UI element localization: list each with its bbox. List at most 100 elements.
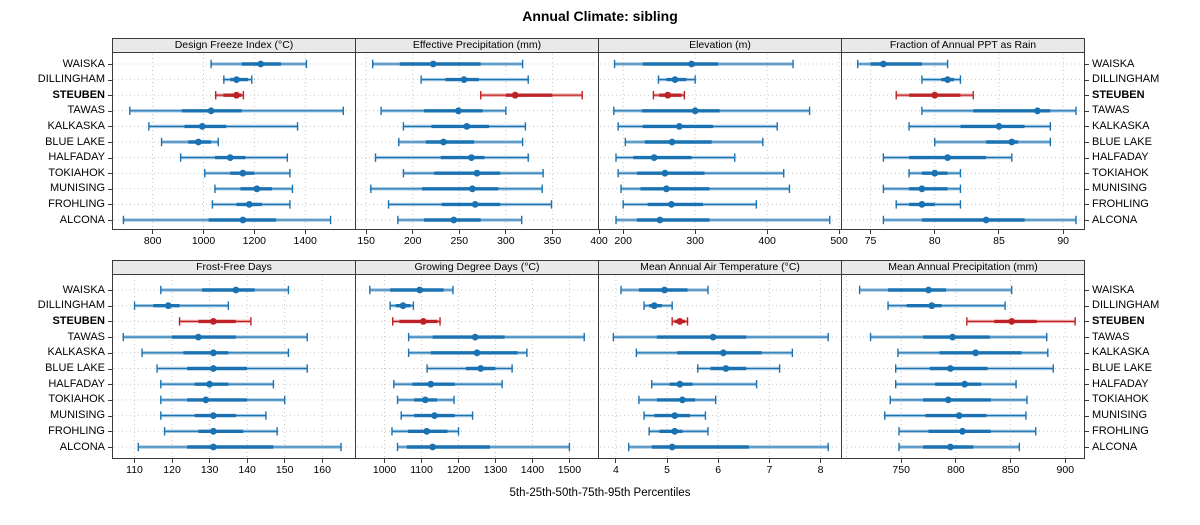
axis-tick-label: 300	[497, 235, 515, 247]
axis-tick-label: 1300	[483, 464, 508, 476]
panel-header: Fraction of Annual PPT as Rain	[841, 38, 1085, 52]
median-dot	[198, 123, 206, 130]
median-dot	[931, 169, 939, 177]
median-dot	[416, 286, 424, 294]
axis-tick	[1062, 230, 1064, 234]
row-label-munising: MUNISING	[50, 182, 105, 195]
series-tawas	[612, 332, 829, 342]
series-kalkaska	[897, 348, 1049, 357]
series-kalkaska	[908, 122, 1052, 131]
row-label-munising: MUNISING	[50, 409, 105, 422]
series-tokiahok	[402, 169, 544, 178]
row-labels-left: WAISKA DILLINGHAM STEUBEN TAWAS KALKASKA BLUE…	[0, 260, 112, 459]
series-munising	[884, 411, 1027, 420]
axis-tick	[900, 459, 902, 463]
axis-tick	[458, 459, 459, 463]
axis-tick	[505, 230, 507, 234]
axis-tick-label: 900	[1056, 464, 1075, 476]
row-label-alcona: ALCONA	[59, 440, 105, 453]
row-axis-tick	[1085, 64, 1089, 65]
series-steuben	[214, 91, 245, 100]
series-waiska	[856, 59, 949, 69]
x-axis-frost-free-days: 110 120 130 140 150 160	[112, 459, 356, 483]
axis-tick	[551, 230, 553, 234]
series-frohling	[622, 200, 758, 209]
axis-tick	[171, 459, 173, 463]
median-dot	[650, 154, 658, 161]
axis-tick-label: 1000	[191, 235, 216, 247]
median-dot	[450, 216, 458, 224]
series-alcona	[396, 442, 571, 452]
median-dot	[664, 91, 672, 99]
axis-tick-label: 4	[612, 464, 619, 476]
row-axis-tick	[1085, 368, 1089, 370]
row-axis-tick	[1085, 157, 1089, 159]
axis-tick	[568, 459, 570, 463]
axis-tick-label: 90	[1057, 235, 1069, 247]
median-dot	[463, 123, 471, 130]
row-label-waiska: WAISKA	[62, 283, 105, 296]
axis-tick	[152, 230, 154, 234]
row-label-munising: MUNISING	[1092, 182, 1147, 195]
median-dot	[511, 91, 519, 99]
median-dot	[206, 380, 213, 388]
series-halfaday	[179, 153, 289, 162]
row-axis-tick	[108, 447, 112, 448]
axis-tick	[246, 459, 248, 463]
panels-grid: WAISKA DILLINGHAM STEUBEN TAWAS KALKASKA BLUE…	[0, 38, 1200, 483]
axis-tick	[384, 459, 386, 463]
series-tokiahok	[638, 395, 717, 405]
median-dot	[671, 427, 679, 435]
series-steuben	[966, 317, 1076, 326]
axis-tick	[768, 459, 770, 463]
series-blue-lake	[426, 364, 513, 373]
median-dot	[232, 286, 240, 294]
row-axis-tick	[108, 204, 112, 206]
axis-tick-label: 1000	[372, 464, 397, 476]
x-axis-elevation-m: 200 300 400 500	[598, 230, 848, 254]
row-label-steuben: STEUBEN	[52, 88, 105, 101]
series-waiska	[620, 285, 709, 295]
median-dot	[925, 286, 932, 294]
row-axis-tick	[108, 321, 112, 323]
row-label-tokiahok: TOKIAHOK	[48, 166, 105, 179]
series-dillingham	[420, 75, 529, 84]
axis-tick-label: 1500	[557, 464, 582, 476]
axis-tick-label: 85	[993, 235, 1005, 247]
median-dot	[650, 302, 658, 310]
row-label-blue-lake: BLUE LAKE	[45, 362, 105, 374]
row-axis-tick	[108, 173, 112, 175]
axis-tick-label: 6	[715, 464, 722, 476]
median-dot	[195, 138, 202, 146]
row-axis-tick	[108, 188, 112, 190]
axis-tick-label: 1400	[520, 464, 545, 476]
row-axis-tick	[108, 290, 112, 291]
axis-tick-label: 400	[758, 235, 776, 247]
series-waiska	[210, 59, 308, 69]
panel-header: Effective Precipitation (mm)	[355, 38, 599, 52]
panel-mean-annual-precipitation-mm: Mean Annual Precipitation (mm)	[841, 260, 1085, 459]
row-axis-tick	[1085, 95, 1089, 97]
series-alcona	[898, 442, 1021, 452]
row-axis-tick	[1085, 173, 1089, 175]
series-blue-lake	[934, 137, 1052, 147]
series-blue-lake	[160, 137, 219, 147]
series-steuben	[480, 91, 583, 100]
row-axis-tick	[108, 157, 112, 159]
median-dot	[253, 185, 261, 193]
row-axis-tick	[1085, 110, 1089, 112]
row-label-tawas: TAWAS	[67, 104, 105, 117]
axis-tick	[253, 230, 255, 234]
series-kalkaska	[407, 348, 528, 357]
panel-plot	[355, 274, 599, 459]
median-dot	[671, 412, 679, 419]
median-dot	[961, 380, 969, 388]
row-axis-tick	[108, 220, 112, 221]
series-alcona	[122, 215, 332, 225]
series-tawas	[613, 106, 811, 115]
series-tokiahok	[160, 395, 286, 405]
row-label-waiska: WAISKA	[62, 57, 105, 70]
series-tawas	[407, 332, 585, 342]
row-label-halfaday: HALFADAY	[48, 377, 105, 390]
row-label-kalkaska: KALKASKA	[47, 119, 105, 132]
